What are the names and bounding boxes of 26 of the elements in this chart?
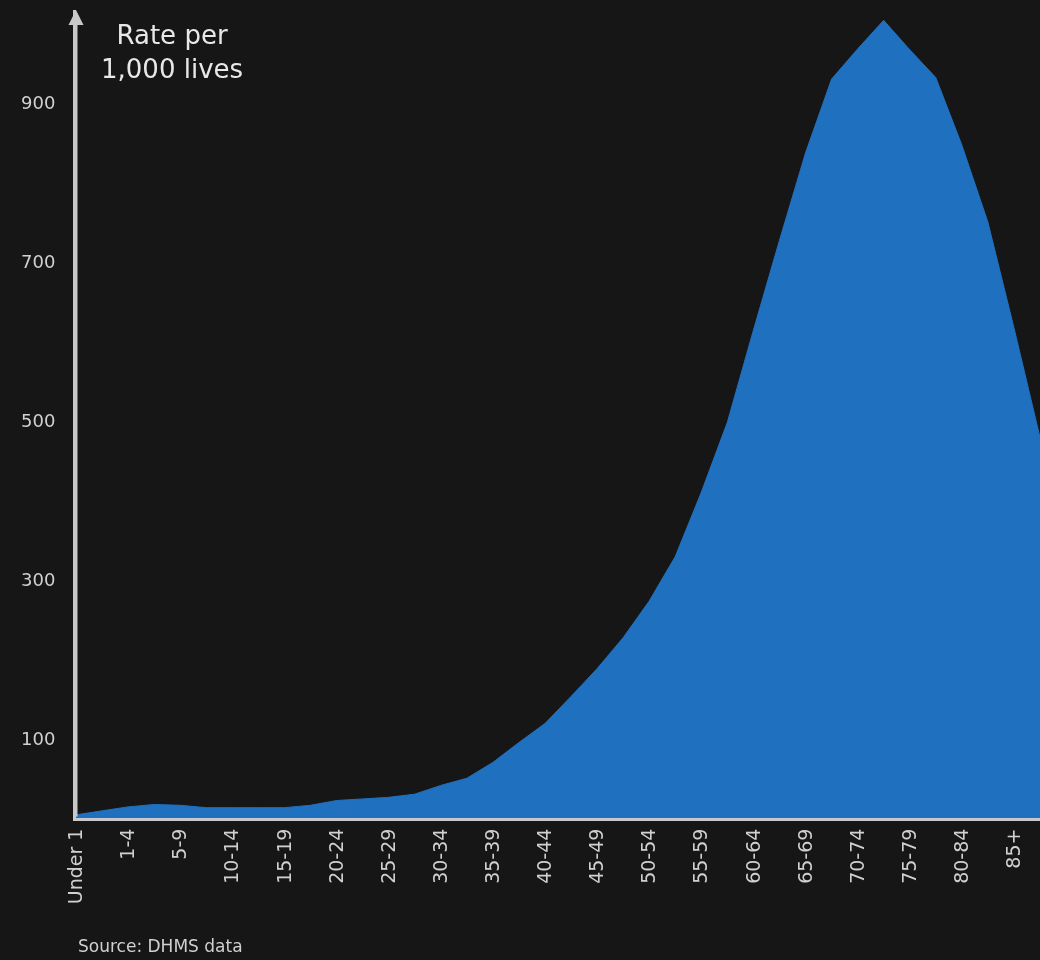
x-tick-label: 40-44 (533, 828, 556, 884)
x-tick-label: 85+ (1002, 828, 1025, 869)
x-tick-label: 55-59 (689, 828, 712, 884)
x-tick-label: 65-69 (793, 828, 816, 884)
y-tick-label: 100 (21, 727, 56, 749)
x-tick-label: 70-74 (845, 828, 868, 884)
x-tick-label: 15-19 (272, 828, 295, 884)
x-tick-label: 5-9 (168, 828, 191, 860)
y-tick-label: 900 (21, 92, 56, 114)
y-axis-title: Rate per 1,000 lives (101, 20, 244, 84)
y-tick-label: 500 (21, 410, 56, 432)
x-tick-label: 20-24 (324, 828, 347, 884)
y-tick-label: 700 (21, 251, 56, 273)
x-tick-label: 75-79 (897, 828, 920, 884)
x-tick-label: 1-4 (116, 828, 139, 860)
x-tick-label: Under 1 (64, 828, 87, 905)
x-tick-label: 80-84 (950, 828, 973, 884)
x-tick-label: 60-64 (741, 828, 764, 884)
x-tick-label: 30-34 (428, 828, 451, 884)
x-tick-label: 25-29 (376, 828, 399, 884)
x-tick-label: 35-39 (481, 828, 504, 884)
y-tick-label: 300 (21, 568, 56, 590)
x-tick-label: 50-54 (637, 828, 660, 884)
x-tick-label: 10-14 (220, 828, 243, 884)
x-tick-label: 45-49 (585, 828, 608, 884)
source-note: Source: DHMS data (78, 936, 243, 956)
